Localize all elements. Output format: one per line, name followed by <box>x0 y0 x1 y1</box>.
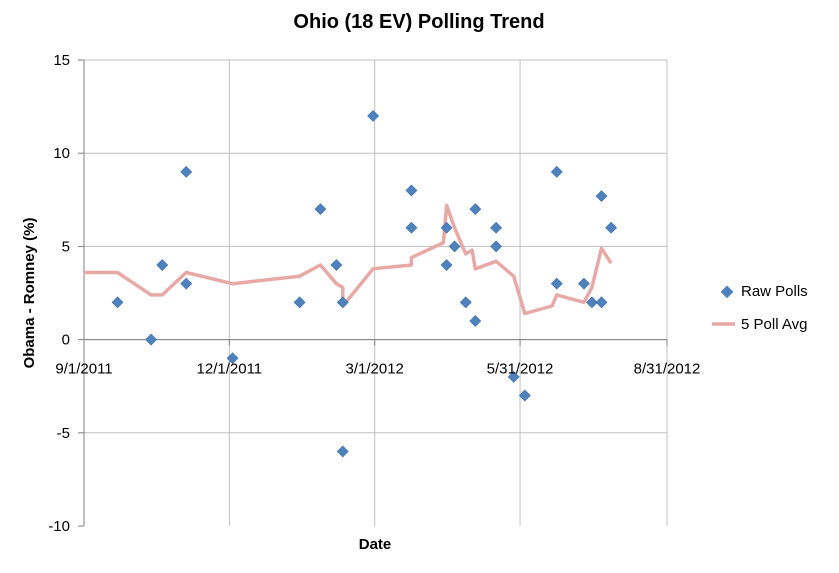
y-tick-label: -10 <box>48 518 70 535</box>
raw-poll-point <box>336 296 349 309</box>
raw-poll-point <box>550 165 563 178</box>
raw-poll-point <box>507 370 520 383</box>
legend-label-5-poll-avg: 5 Poll Avg <box>741 316 807 333</box>
raw-poll-point <box>605 221 618 234</box>
x-tick-label: 8/31/2012 <box>634 361 701 378</box>
raw-poll-point <box>180 165 193 178</box>
x-axis-title: Date <box>359 536 392 553</box>
raw-poll-point <box>405 221 418 234</box>
legend-marker-raw-polls <box>720 285 734 299</box>
y-tick-label: 0 <box>62 332 70 349</box>
raw-poll-point <box>459 296 472 309</box>
raw-poll-point <box>440 259 453 271</box>
raw-poll-point <box>405 184 418 197</box>
y-tick-label: 5 <box>62 238 70 255</box>
series-line-5-poll-avg <box>84 203 613 316</box>
y-tick-labels: -10 -5 0 5 10 15 <box>48 52 70 535</box>
raw-poll-point <box>180 277 193 290</box>
x-tick-labels: 9/1/2011 12/1/2011 3/1/2012 5/31/2012 8/31/2… <box>55 361 700 378</box>
legend-item-5-poll-avg: 5 Poll Avg <box>712 316 807 333</box>
y-tick-label: 10 <box>53 145 70 162</box>
raw-poll-point <box>336 445 349 458</box>
raw-poll-point <box>586 296 598 309</box>
raw-poll-point <box>367 109 380 122</box>
raw-poll-point <box>226 352 239 365</box>
average-line-layer <box>84 203 613 316</box>
chart-title: Ohio (18 EV) Polling Trend <box>293 11 544 33</box>
x-tick-label: 3/1/2012 <box>346 361 404 378</box>
raw-poll-point <box>469 315 482 327</box>
raw-poll-point <box>469 203 482 216</box>
raw-polls-layer <box>111 109 618 458</box>
raw-poll-point <box>578 277 590 290</box>
x-tick-label: 5/31/2012 <box>487 361 554 378</box>
raw-poll-point <box>314 203 327 216</box>
raw-poll-point <box>518 389 531 402</box>
raw-poll-point <box>293 296 306 309</box>
raw-poll-point <box>156 259 169 271</box>
legend: Raw Polls 5 Poll Avg <box>712 283 808 333</box>
y-tick-label: 15 <box>53 52 70 69</box>
raw-poll-point <box>490 221 503 234</box>
raw-poll-point <box>595 296 608 309</box>
y-axis-title: Obama - Romney (%) <box>21 218 38 369</box>
raw-poll-point <box>490 240 503 253</box>
legend-label-raw-polls: Raw Polls <box>741 283 808 300</box>
raw-poll-point <box>550 277 563 290</box>
legend-item-raw-polls: Raw Polls <box>720 283 808 300</box>
raw-poll-point <box>440 221 453 234</box>
x-tick-label: 12/1/2011 <box>197 361 263 378</box>
grid-lines <box>84 59 668 526</box>
raw-poll-point <box>595 190 608 202</box>
raw-poll-point <box>330 259 343 271</box>
y-tick-label: -5 <box>57 425 70 442</box>
raw-poll-point <box>145 333 158 346</box>
x-tick-label: 9/1/2011 <box>55 361 112 378</box>
raw-poll-point <box>111 296 124 309</box>
raw-poll-point <box>448 240 461 253</box>
axes <box>78 59 668 527</box>
